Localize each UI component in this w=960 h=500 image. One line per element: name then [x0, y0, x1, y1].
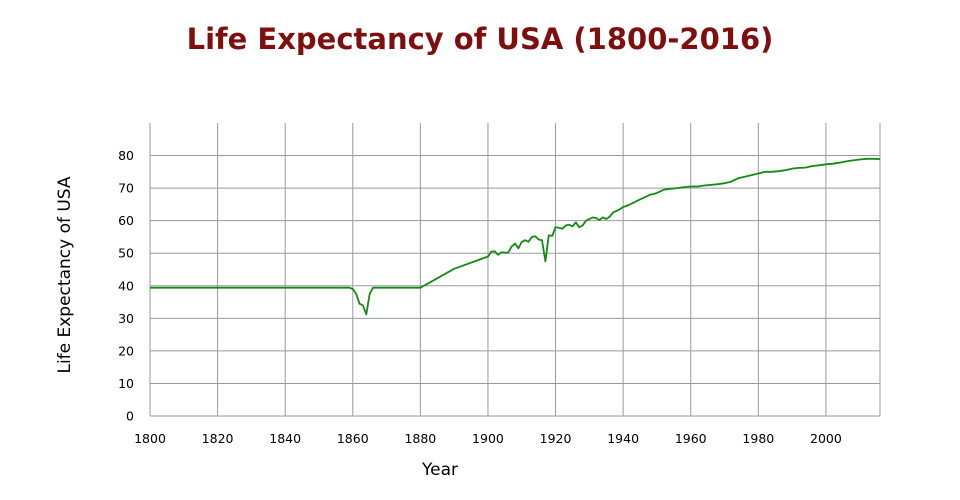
x-tick-label: 1900: [472, 431, 504, 446]
chart-title: Life Expectancy of USA (1800-2016): [186, 22, 774, 56]
x-tick-label: 1860: [337, 431, 369, 446]
y-tick-label: 70: [118, 181, 134, 196]
y-tick-label: 60: [118, 213, 134, 228]
y-tick-label: 20: [118, 343, 134, 358]
x-tick-label: 2000: [810, 431, 842, 446]
grid: [149, 123, 880, 417]
x-tick-label: 1840: [269, 431, 301, 446]
series-line: [150, 157, 881, 316]
y-tick-label: 40: [118, 278, 134, 293]
x-axis-title: Year: [421, 460, 458, 480]
x-tick-label: 1960: [675, 431, 707, 446]
x-tick-label: 1980: [742, 431, 774, 446]
x-tick-label: 1880: [404, 431, 436, 446]
x-tick-label: 1920: [540, 431, 572, 446]
tick-labels: 0 10 20 30 40 50 60 70 80 1800 1820 1840 1860 1880 190…: [118, 148, 842, 446]
y-axis-title: Life Expectancy of USA: [55, 176, 75, 373]
x-tick-label: 1820: [202, 431, 234, 446]
y-tick-label: 80: [118, 148, 134, 163]
y-tick-label: 0: [126, 409, 134, 424]
y-tick-label: 30: [118, 311, 134, 326]
x-tick-label: 1940: [607, 431, 639, 446]
series: [150, 157, 881, 316]
y-tick-label: 10: [118, 376, 134, 391]
x-tick-label: 1800: [134, 431, 166, 446]
y-tick-label: 50: [118, 246, 134, 261]
